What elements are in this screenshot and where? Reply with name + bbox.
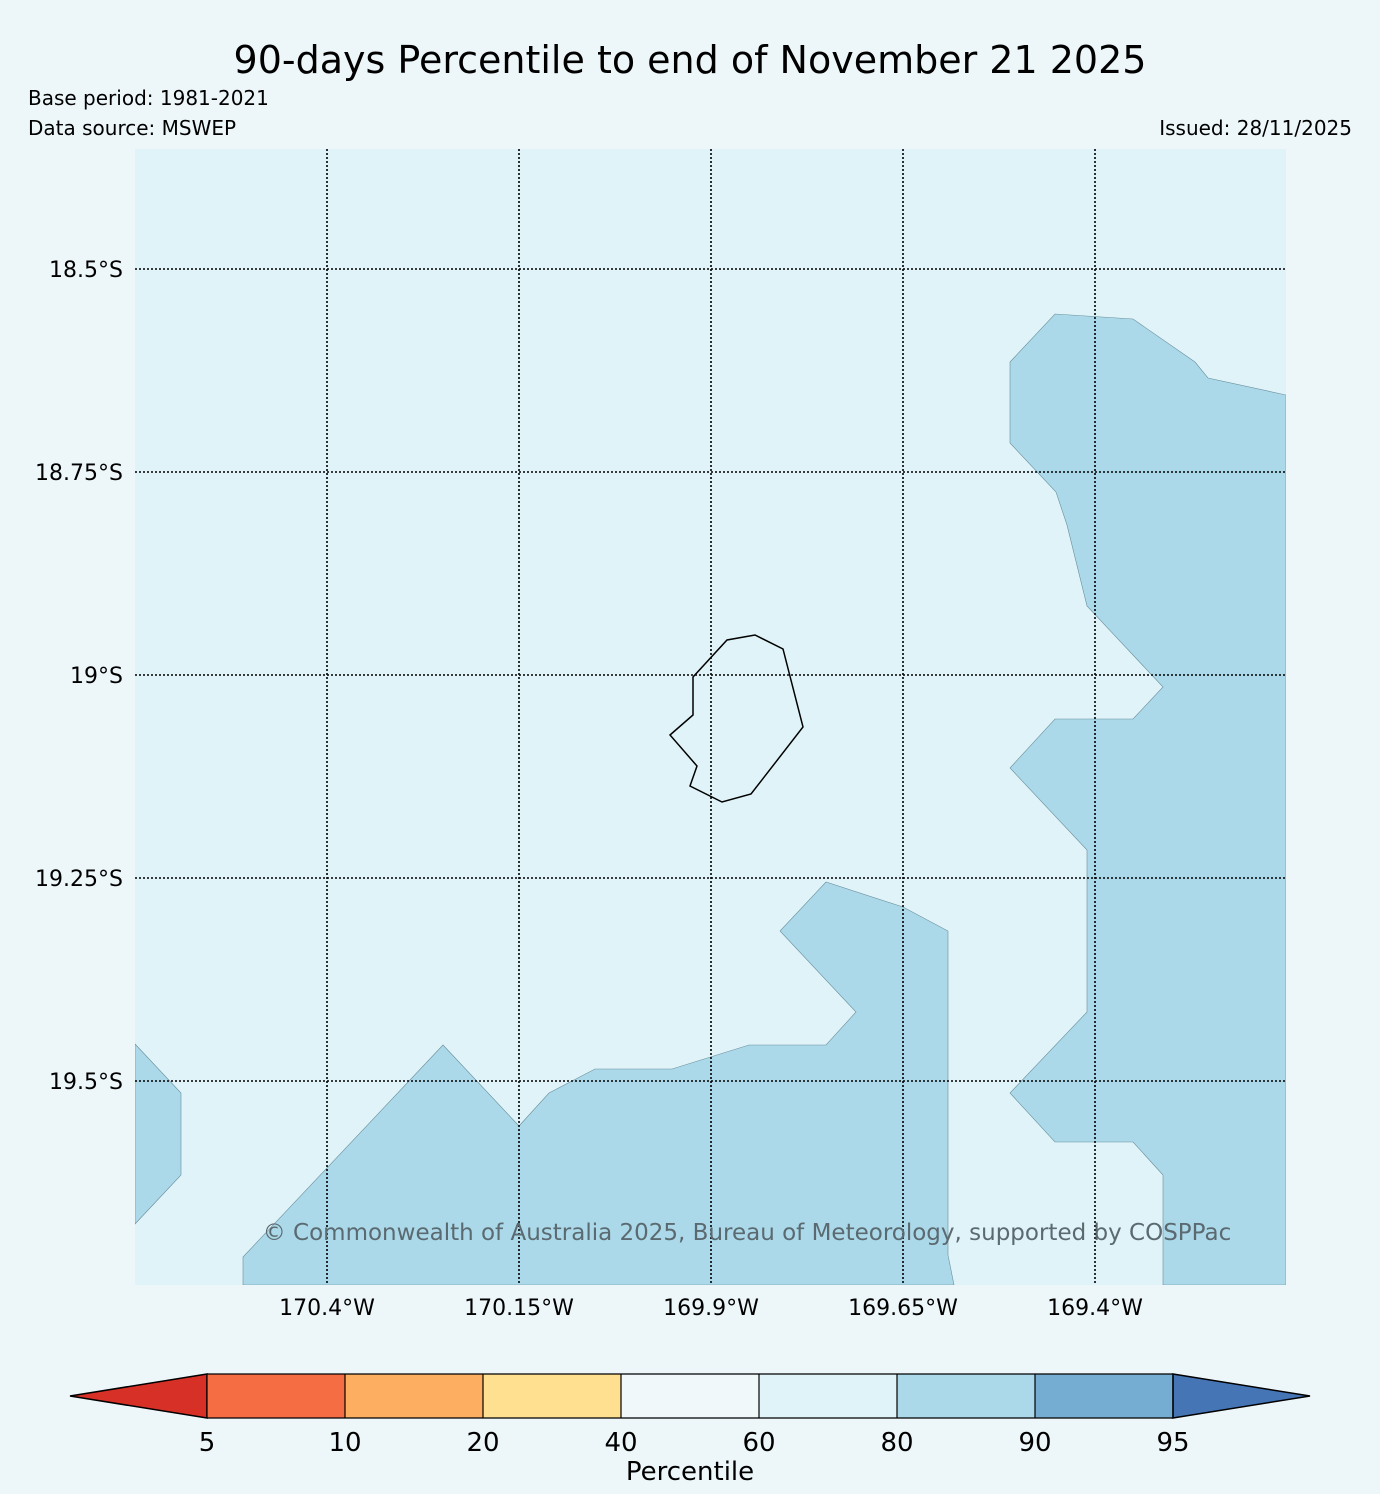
lon-label-2: 169.9°W: [663, 1296, 759, 1321]
colorbar-tick-3: 40: [604, 1428, 637, 1458]
lat-label-4: 19.5°S: [49, 1070, 123, 1095]
lat-label-3: 19.25°S: [35, 867, 123, 892]
lon-label-3: 169.65°W: [848, 1296, 958, 1321]
island-coastline: [668, 634, 804, 803]
colorbar-extend-high: [1172, 1373, 1311, 1419]
map-title: 90-days Percentile to end of November 21…: [233, 38, 1147, 82]
lat-label-0: 18.5°S: [49, 258, 123, 283]
copyright-notice: © Commonwealth of Australia 2025, Bureau…: [263, 1220, 1232, 1246]
colorbar-tick-6: 90: [1018, 1428, 1051, 1458]
base-period: Base period: 1981-2021: [28, 86, 269, 110]
colorbar-bin-90-95: [1035, 1374, 1173, 1418]
colorbar-bin-40-60: [621, 1374, 759, 1418]
graticule: [135, 149, 1286, 1285]
colorbar-tick-7: 95: [1156, 1428, 1189, 1458]
issued-date: Issued: 28/11/2025: [1159, 116, 1352, 140]
region-80-90-south: [242, 881, 955, 1285]
region-80-90-northeast: [1009, 313, 1286, 1285]
lon-label-4: 169.4°W: [1047, 1296, 1143, 1321]
colorbar-bin-60-80: [759, 1374, 897, 1418]
colorbar-tick-5: 80: [880, 1428, 913, 1458]
lat-label-1: 18.75°S: [35, 461, 123, 486]
colorbar-bin-5-10: [207, 1374, 345, 1418]
colorbar-tick-2: 20: [466, 1428, 499, 1458]
colorbar-bin-80-90: [897, 1374, 1035, 1418]
colorbar-bin-10-20: [345, 1374, 483, 1418]
percentile-regions: [135, 313, 1286, 1285]
lon-label-0: 170.4°W: [279, 1296, 375, 1321]
colorbar-tick-1: 10: [328, 1428, 361, 1458]
colorbar-label: Percentile: [626, 1457, 754, 1487]
colorbar-extend-low: [69, 1373, 208, 1419]
colorbar-tick-0: 5: [199, 1428, 216, 1458]
colorbar-tick-4: 60: [742, 1428, 775, 1458]
data-source: Data source: MSWEP: [28, 116, 237, 140]
lat-label-2: 19°S: [70, 664, 123, 689]
region-80-90-west: [135, 1043, 182, 1225]
colorbar-bin-20-40: [483, 1374, 621, 1418]
colorbar: 5 10 20 40 60 80 90 95 Percentile: [69, 1373, 1311, 1487]
lon-label-1: 170.15°W: [464, 1296, 574, 1321]
